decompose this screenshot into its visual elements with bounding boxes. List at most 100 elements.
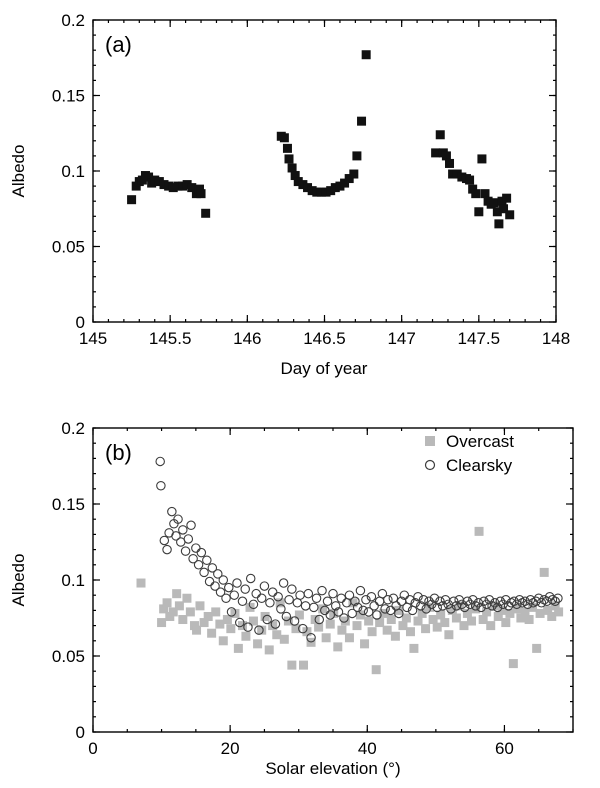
panel-a-data-point [173,181,183,191]
overcast-point [348,598,358,608]
clearsky-point [484,595,495,605]
panel-b-y-tick-label: 0.2 [61,419,85,438]
overcast-point [275,598,285,608]
legend-clearsky-label: Clearsky [446,456,513,475]
clearsky-point [536,598,547,608]
clearsky-point [424,596,434,607]
overcast-point [432,622,442,632]
overcast-point [478,615,488,625]
panel-a-data-point [361,50,371,60]
panel-a-x-tick-label: 147.5 [458,329,501,348]
clearsky-point [350,596,360,607]
clearsky-point [300,601,311,611]
overcast-point [390,631,400,641]
overcast-point [455,601,465,611]
clearsky-point [287,584,297,594]
panel-a-data-point [448,169,458,179]
panel-a-data-point [287,163,297,173]
clearsky-point [330,601,341,611]
panel-a-data-point [489,198,499,208]
overcast-point [375,618,385,628]
panel-a-data-point [471,189,481,199]
panel-b-clearsky-points [155,456,563,643]
overcast-point [516,613,526,623]
clearsky-point [265,598,275,608]
clearsky-point [547,595,558,605]
overcast-point [279,634,289,644]
panel-a-data-point [307,186,317,196]
overcast-point [185,607,195,617]
clearsky-point [199,567,209,578]
panel-a-data-point [144,172,154,182]
overcast-point [371,665,381,675]
clearsky-point [224,582,234,593]
clearsky-point [344,590,355,600]
overcast-point [379,608,389,618]
clearsky-point [495,596,506,607]
overcast-point [493,611,503,621]
clearsky-point [196,547,207,558]
panel-a-data-point [312,187,322,197]
overcast-point [318,604,328,614]
clearsky-point [372,610,382,620]
clearsky-point [413,591,423,602]
clearsky-point [333,607,344,617]
clearsky-point [167,506,177,517]
overcast-point [352,621,362,631]
overcast-point [417,608,427,618]
overcast-point [215,619,225,629]
panel-a-data-point [499,204,509,214]
clearsky-point [470,601,481,611]
clearsky-point [380,604,390,614]
panel-a-data-point [196,189,206,199]
clearsky-point [232,578,242,588]
clearsky-point [188,553,198,564]
overcast-point [471,604,481,614]
clearsky-point [426,599,437,610]
clearsky-point [355,585,366,596]
overcast-point [230,608,240,618]
overcast-point [222,615,232,625]
clearsky-point [248,599,259,610]
clearsky-point [159,535,170,546]
panel-a-data-point [335,181,345,191]
overcast-point [505,608,515,618]
overcast-point [302,627,312,637]
clearsky-point [358,605,368,616]
overcast-point [344,633,354,643]
clearsky-point [394,608,404,619]
panel-a-data-point [431,148,441,158]
clearsky-point [322,596,333,607]
panel-b-y-tick-label: 0.1 [61,571,85,590]
overcast-point [291,624,301,634]
clearsky-point [487,601,497,611]
overcast-point [136,578,146,588]
panel-a-y-tick-label: 0.15 [52,87,85,106]
panel-a-label: (a) [105,32,132,57]
clearsky-point [178,525,188,535]
panel-a-data-point [477,154,487,164]
clearsky-point [186,520,196,531]
overcast-point [260,611,270,621]
panel-a-x-tick-label: 148 [542,329,570,348]
overcast-point [459,621,469,631]
panel-b-x-tick-label: 0 [88,739,97,758]
overcast-point [189,621,199,631]
clearsky-point [512,599,522,610]
overcast-point [314,622,324,632]
panel-a-data-point [457,172,467,182]
clearsky-point [278,578,289,588]
overcast-point [268,621,278,631]
clearsky-point [171,531,181,541]
overcast-point [401,613,411,623]
overcast-point [207,628,217,638]
panel-a-points [127,50,515,229]
overcast-point [203,611,213,621]
clearsky-point [276,604,286,614]
overcast-point [428,615,438,625]
clearsky-point [213,569,223,579]
panel-b-x-tick-label: 40 [358,739,377,758]
panel-b-x-axis-title: Solar elevation (°) [265,759,400,778]
overcast-point [386,615,396,625]
